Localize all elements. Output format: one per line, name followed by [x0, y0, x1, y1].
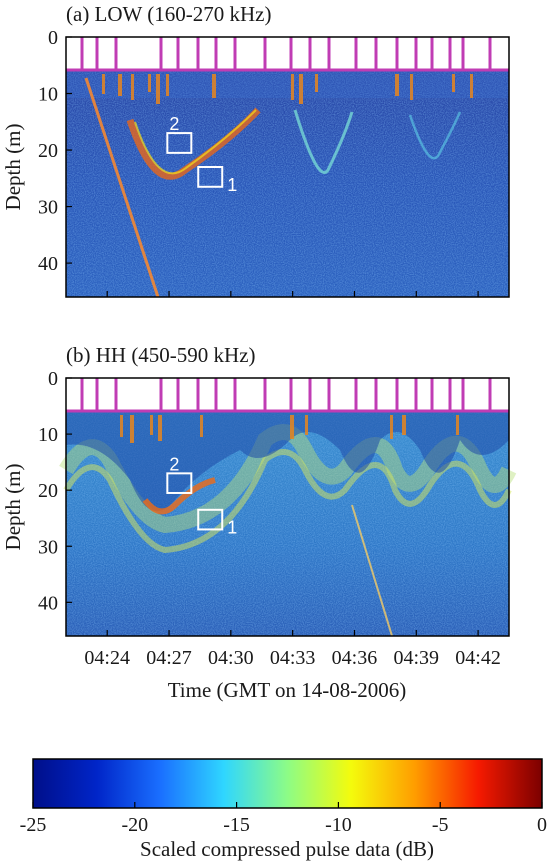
- colorbar-tick-label: -10: [325, 814, 352, 836]
- panel-a-noise: [66, 70, 509, 297]
- panel-b-plumes: [120, 415, 459, 443]
- y-tick-label: 0: [48, 27, 58, 49]
- sample-box-label: 1: [227, 175, 237, 195]
- sample-box-1: [197, 166, 224, 188]
- panel-a-layer-2: [293, 109, 354, 174]
- sample-box-label: 2: [169, 454, 179, 474]
- panel-b-frame: [65, 377, 510, 637]
- x-tick-label: 04:42: [455, 647, 501, 669]
- panel-a-plumes: [102, 74, 473, 104]
- colorbar: -25 -20 -15 -10 -5 0 Scaled compressed pulse …: [20, 758, 547, 861]
- panel-b-x-axis: 04:24 04:27 04:30 04:33 04:36 04:39 04:42: [84, 630, 501, 669]
- y-tick-label: 40: [38, 592, 58, 614]
- panel-b-boxes: 21: [166, 454, 237, 537]
- sample-box-label: 1: [227, 517, 237, 537]
- sample-box-1: [197, 508, 224, 531]
- colorbar-frame: [32, 758, 543, 809]
- panel-a-surface-band: [66, 70, 509, 98]
- panel-a-frame: [65, 36, 510, 298]
- colorbar-tick-label: -5: [432, 814, 449, 836]
- panel-b-header: [66, 378, 509, 411]
- y-tick-label: 20: [38, 140, 58, 162]
- colorbar-tick-label: -20: [121, 814, 148, 836]
- sample-box-2: [166, 132, 193, 154]
- panel-b-plot: 21: [59, 377, 517, 637]
- panel-a-layer-3: [408, 111, 462, 160]
- panel-b-markers: [66, 378, 509, 413]
- panel-b-orange-layer: [142, 477, 216, 515]
- panel-b-xlabel: Time (GMT on 14-08-2006): [168, 678, 407, 702]
- y-tick-label: 0: [48, 368, 58, 390]
- panel-b-layer-lower: [63, 449, 512, 554]
- panel-b-ylabel: Depth (m): [1, 464, 25, 551]
- panel-a-diagonal-trace: [84, 77, 160, 298]
- x-tick-label: 04:39: [393, 647, 439, 669]
- x-tick-label: 04:30: [208, 647, 254, 669]
- panel-a-header: [66, 37, 509, 70]
- y-tick-label: 40: [38, 253, 58, 275]
- panel-b-y-axis: 0 10 20 30 40: [38, 368, 72, 614]
- panel-a-boxes: 21: [166, 114, 237, 195]
- y-tick-label: 30: [38, 536, 58, 558]
- y-tick-label: 10: [38, 424, 58, 446]
- colorbar-gradient: [33, 759, 542, 808]
- panel-b-dark-wedge: [66, 411, 509, 512]
- panel-a-y-axis: 0 10 20 30 40: [38, 27, 479, 297]
- panel-a-markers: [66, 37, 509, 72]
- panel-a-layer-1-edge: [134, 109, 257, 175]
- colorbar-ticks: -25 -20 -15 -10 -5 0: [20, 802, 547, 836]
- y-tick-label: 10: [38, 84, 58, 106]
- colorbar-label: Scaled compressed pulse data (dB): [140, 837, 434, 861]
- sample-box-2: [166, 472, 193, 494]
- x-tick-label: 04:27: [146, 647, 192, 669]
- x-tick-label: 04:36: [332, 647, 378, 669]
- colorbar-tick-label: 0: [537, 814, 547, 836]
- panel-b-title: (b) HH (450-590 kHz): [66, 343, 256, 367]
- x-tick-label: 04:33: [270, 647, 316, 669]
- panel-a-plot: 21: [65, 36, 510, 298]
- panel-b-diagonal-trace: [351, 504, 393, 637]
- colorbar-tick-label: -15: [223, 814, 250, 836]
- y-tick-label: 20: [38, 480, 58, 502]
- y-tick-label: 30: [38, 197, 58, 219]
- panel-a-layer-1: [126, 107, 261, 180]
- sample-box-label: 2: [169, 114, 179, 134]
- colorbar-tick-label: -25: [20, 814, 47, 836]
- x-tick-label: 04:24: [84, 647, 130, 669]
- panel-a-title: (a) LOW (160-270 kHz): [66, 2, 271, 26]
- panel-a-ylabel: Depth (m): [1, 124, 25, 211]
- panel-a: (a) LOW (160-270 kHz): [1, 2, 510, 298]
